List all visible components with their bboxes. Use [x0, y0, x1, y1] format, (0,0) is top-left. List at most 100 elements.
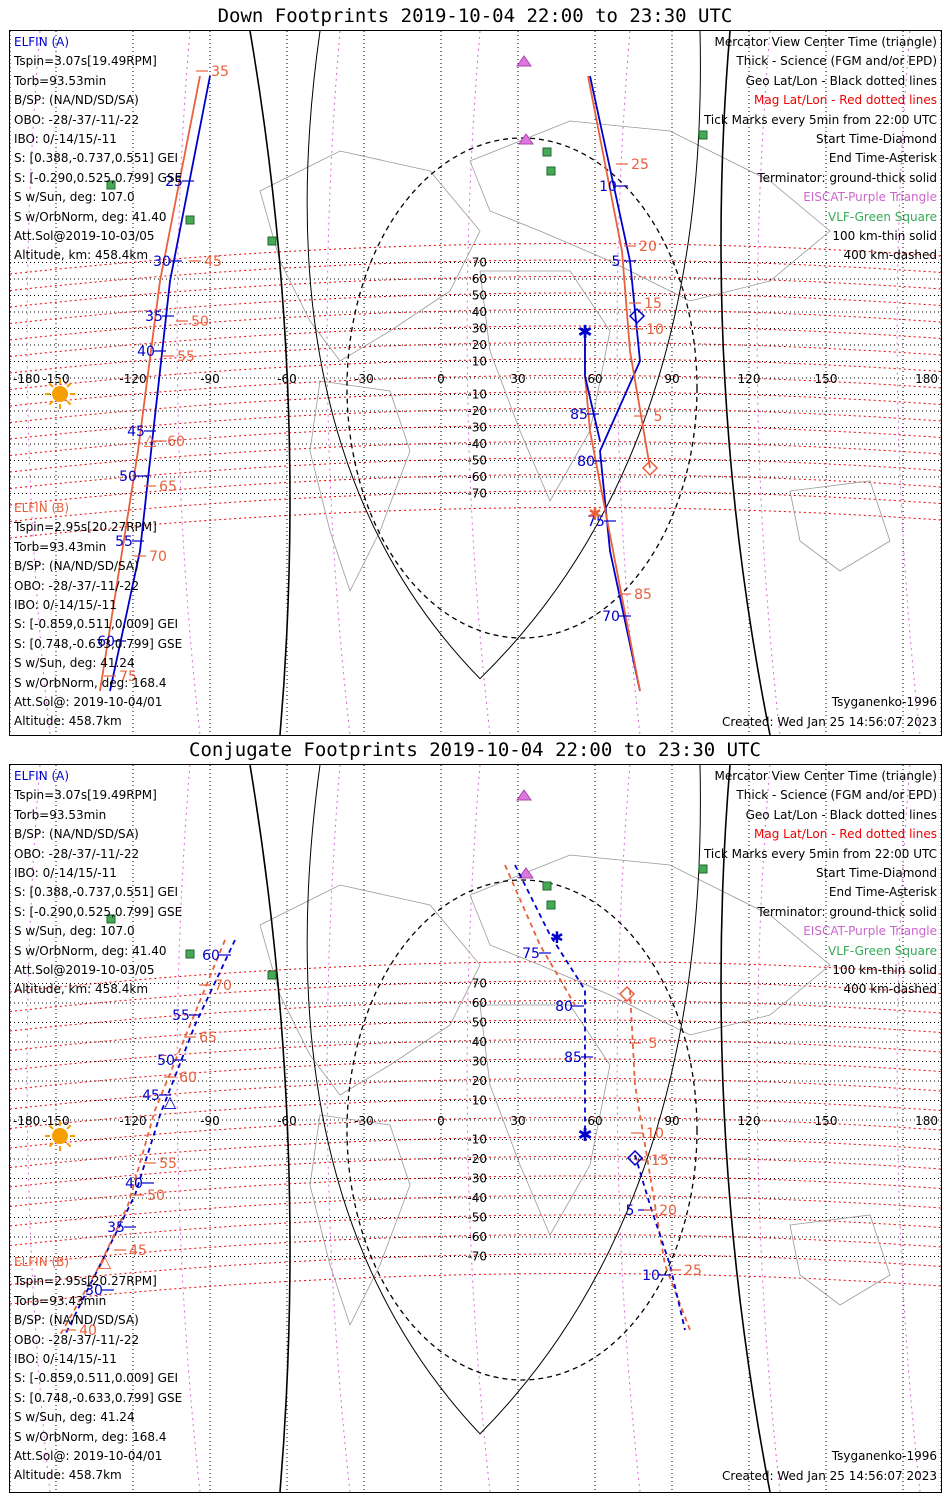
elfin-a-conj-tick-label: 40 [125, 1176, 143, 1192]
elfin-a-info: ELFIN (A) Tspin=3.07s[19.49RPM] Torb=93.… [14, 33, 182, 266]
lon-tick-label: -150 [42, 1114, 69, 1128]
elfin-b-line: OBO: -28/-37/-11/-22 [14, 1332, 140, 1347]
legend-item: Terminator: ground-thick solid [757, 170, 937, 185]
legend-item: Thick - Science (FGM and/or EPD) [736, 54, 937, 69]
elfin-a-tick-label: 30 [153, 254, 171, 270]
mag-lat-line [10, 980, 941, 1012]
footprint-100km [306, 765, 701, 1435]
center-time-triangle-icon: △ [164, 1092, 177, 1111]
terminator-west [249, 31, 291, 735]
elfin-a-track-east [589, 75, 641, 692]
legend-item: Thick - Science (FGM and/or EPD) [736, 788, 937, 803]
elfin-b-line: S w/OrbNorm, deg: 168.4 [14, 675, 167, 690]
created-label: Created: Wed Jan 25 14:56:07 2023 [722, 715, 937, 729]
legend-item: Mercator View Center Time (triangle) [714, 35, 937, 49]
elfin-b-label: ELFIN (B) [14, 501, 70, 515]
lon-tick-label: -180 [13, 372, 40, 386]
elfin-b-track [99, 75, 201, 692]
model-label: Tsyganenko-1996 [831, 695, 937, 709]
elfin-b-line: S: [-0.859,0.511,0.009] GEI [14, 1371, 179, 1386]
lat-tick-label: 50 [472, 1016, 487, 1030]
elfin-b-line: S: [0.748,-0.633,0.799] GSE [14, 636, 183, 651]
elfin-b-line: B/SP: (NA/ND/SD/SA) [14, 559, 139, 574]
sun-icon [52, 386, 68, 402]
lon-tick-label: 90 [664, 1114, 679, 1128]
elfin-b-tick-label: 35 [211, 64, 229, 80]
elfin-a-line: OBO: -28/-37/-11/-22 [14, 112, 140, 127]
lon-tick-label: 180 [915, 372, 938, 386]
legend-item: 100 km-thin solid [832, 962, 937, 977]
elfin-a-conj-tick-label: 30 [85, 1283, 103, 1299]
end-asterisk-icon: ✱ [550, 928, 563, 947]
elfin-a-line: Altitude, km: 458.4km [14, 248, 149, 263]
lon-tick-label: -120 [119, 1114, 146, 1128]
elfin-a-line: IBO: 0/-14/15/-11 [14, 865, 117, 880]
elfin-b-conj-tick-label: 65 [199, 1030, 217, 1046]
elfin-b-east-tick-label: 15 [644, 296, 662, 312]
start-diamond-icon [641, 459, 659, 477]
sun-ray [66, 1124, 72, 1130]
elfin-b-info: ELFIN (B) Tspin=2.95s[20.27RPM] Torb=93.… [14, 499, 182, 732]
panel2-title: Conjugate Footprints 2019-10-04 22:00 to… [189, 739, 761, 761]
elfin-b-line: Tspin=2.95s[20.27RPM] [14, 1274, 157, 1289]
elfin-b-conj-east-tick-label: 25 [684, 1263, 702, 1279]
mag-lat-line [10, 342, 941, 374]
mag-lat-line [10, 1039, 941, 1071]
elfin-b-conj-tick-label: 45 [129, 1243, 147, 1259]
mag-lat-line [10, 1273, 941, 1305]
vlf-square-icon [185, 215, 195, 225]
sun-icon [52, 1128, 68, 1144]
landmass-outline [789, 1214, 891, 1306]
lat-tick-label: 30 [472, 322, 487, 336]
sun-ray [66, 1142, 72, 1148]
lon-tick-label: 30 [510, 1114, 525, 1128]
elfin-a-line: OBO: -28/-37/-11/-22 [14, 846, 140, 861]
vlf-square-icon [698, 864, 708, 874]
eiscat-triangle-icon [518, 867, 534, 879]
vlf-square-icon [267, 970, 277, 980]
elfin-b-line: Tspin=2.95s[20.27RPM] [14, 520, 157, 535]
mag-lat-line [10, 1097, 941, 1129]
legend-item: Tick Marks every 5min from 22:00 UTC [703, 112, 937, 127]
mag-lon-line [616, 765, 641, 1492]
legend-item: 400 km-dashed [843, 248, 937, 263]
start-diamond-icon [618, 985, 636, 1003]
lat-tick-label: 10 [472, 1094, 487, 1108]
lat-tick-label: 40 [472, 1035, 487, 1049]
end-asterisk-icon: ✱ [577, 322, 592, 343]
mag-lat-line [10, 424, 941, 456]
legend-item: VLF-Green Square [828, 209, 937, 224]
elfin-b-conj-tick-label: 70 [214, 978, 232, 994]
vlf-square-icon [542, 881, 552, 891]
elfin-b-line: Altitude: 458.7km [14, 1468, 122, 1483]
sun-ray [48, 400, 54, 406]
elfin-b-east-tick-label: 10 [646, 322, 664, 338]
legend-item: EISCAT-Purple Triangle [803, 924, 937, 939]
terminator-east [720, 31, 771, 735]
elfin-b-track-east [587, 75, 651, 469]
lat-tick-label: 60 [472, 996, 487, 1010]
elfin-a-east-tick-label: 80 [577, 454, 595, 470]
elfin-a-line: S w/Sun, deg: 107.0 [14, 924, 135, 939]
conjugate-footprints-panel: -180 -150 -120 -90 -60 -30 0 30 60 90 120 150 180 70 6… [9, 764, 942, 1493]
elfin-a-track-east-lower [584, 331, 601, 442]
panel1-title: Down Footprints 2019-10-04 22:00 to 23:3… [217, 5, 733, 27]
elfin-b-line: S w/Sun, deg: 41.24 [14, 1410, 135, 1425]
elfin-b-east-tick-label: 20 [639, 239, 657, 255]
legend-item: End Time-Asterisk [828, 885, 937, 900]
elfin-a-line: B/SP: (NA/ND/SD/SA) [14, 93, 139, 108]
end-asterisk-icon: ✱ [588, 504, 601, 523]
elfin-a-conj-track-east [514, 864, 586, 1135]
lon-tick-label: -60 [277, 372, 297, 386]
lon-tick-label: -150 [42, 372, 69, 386]
elfin-a-conj-tick-label: 60 [202, 948, 220, 964]
elfin-b-conj-track-east-lower [629, 989, 691, 1331]
lon-tick-label: 180 [915, 1114, 938, 1128]
lon-tick-label: -120 [119, 372, 146, 386]
elfin-a-line: S: [-0.290,0.525,0.799] GSE [14, 904, 183, 919]
elfin-a-conj-east-tick-label: 85 [564, 1050, 582, 1066]
conjugate-footprints-map: -180 -150 -120 -90 -60 -30 0 30 60 90 120 150 180 70 6… [10, 765, 941, 1492]
footprint-400km [346, 137, 698, 639]
elfin-b-conj-east-tick-label: 5 [649, 1036, 658, 1052]
elfin-a-line: IBO: 0/-14/15/-11 [14, 131, 117, 146]
